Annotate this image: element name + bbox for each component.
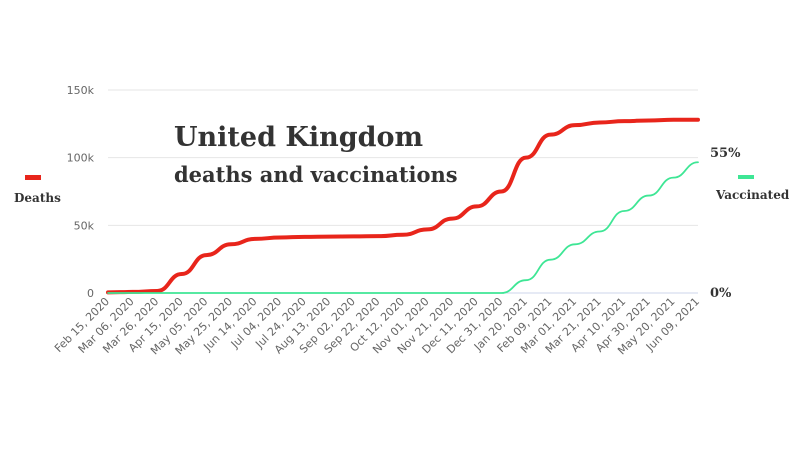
- legend-deaths-swatch: [25, 175, 41, 180]
- legend-vaccinated-swatch: [738, 175, 754, 179]
- legend-deaths-label[interactable]: Deaths: [14, 191, 61, 205]
- y-tick-label: 50k: [74, 219, 95, 232]
- chart-title: United Kingdom: [174, 122, 423, 153]
- chart-subtitle: deaths and vaccinations: [174, 162, 458, 187]
- y-tick-label: 0: [87, 287, 94, 300]
- legend-vaccinated-label[interactable]: Vaccinated: [715, 188, 790, 202]
- right-axis-tick-zero: 0%: [710, 286, 732, 301]
- y-tick-label: 150k: [67, 84, 95, 97]
- right-axis-tick-top: 55%: [710, 146, 741, 161]
- y-tick-label: 100k: [67, 152, 95, 165]
